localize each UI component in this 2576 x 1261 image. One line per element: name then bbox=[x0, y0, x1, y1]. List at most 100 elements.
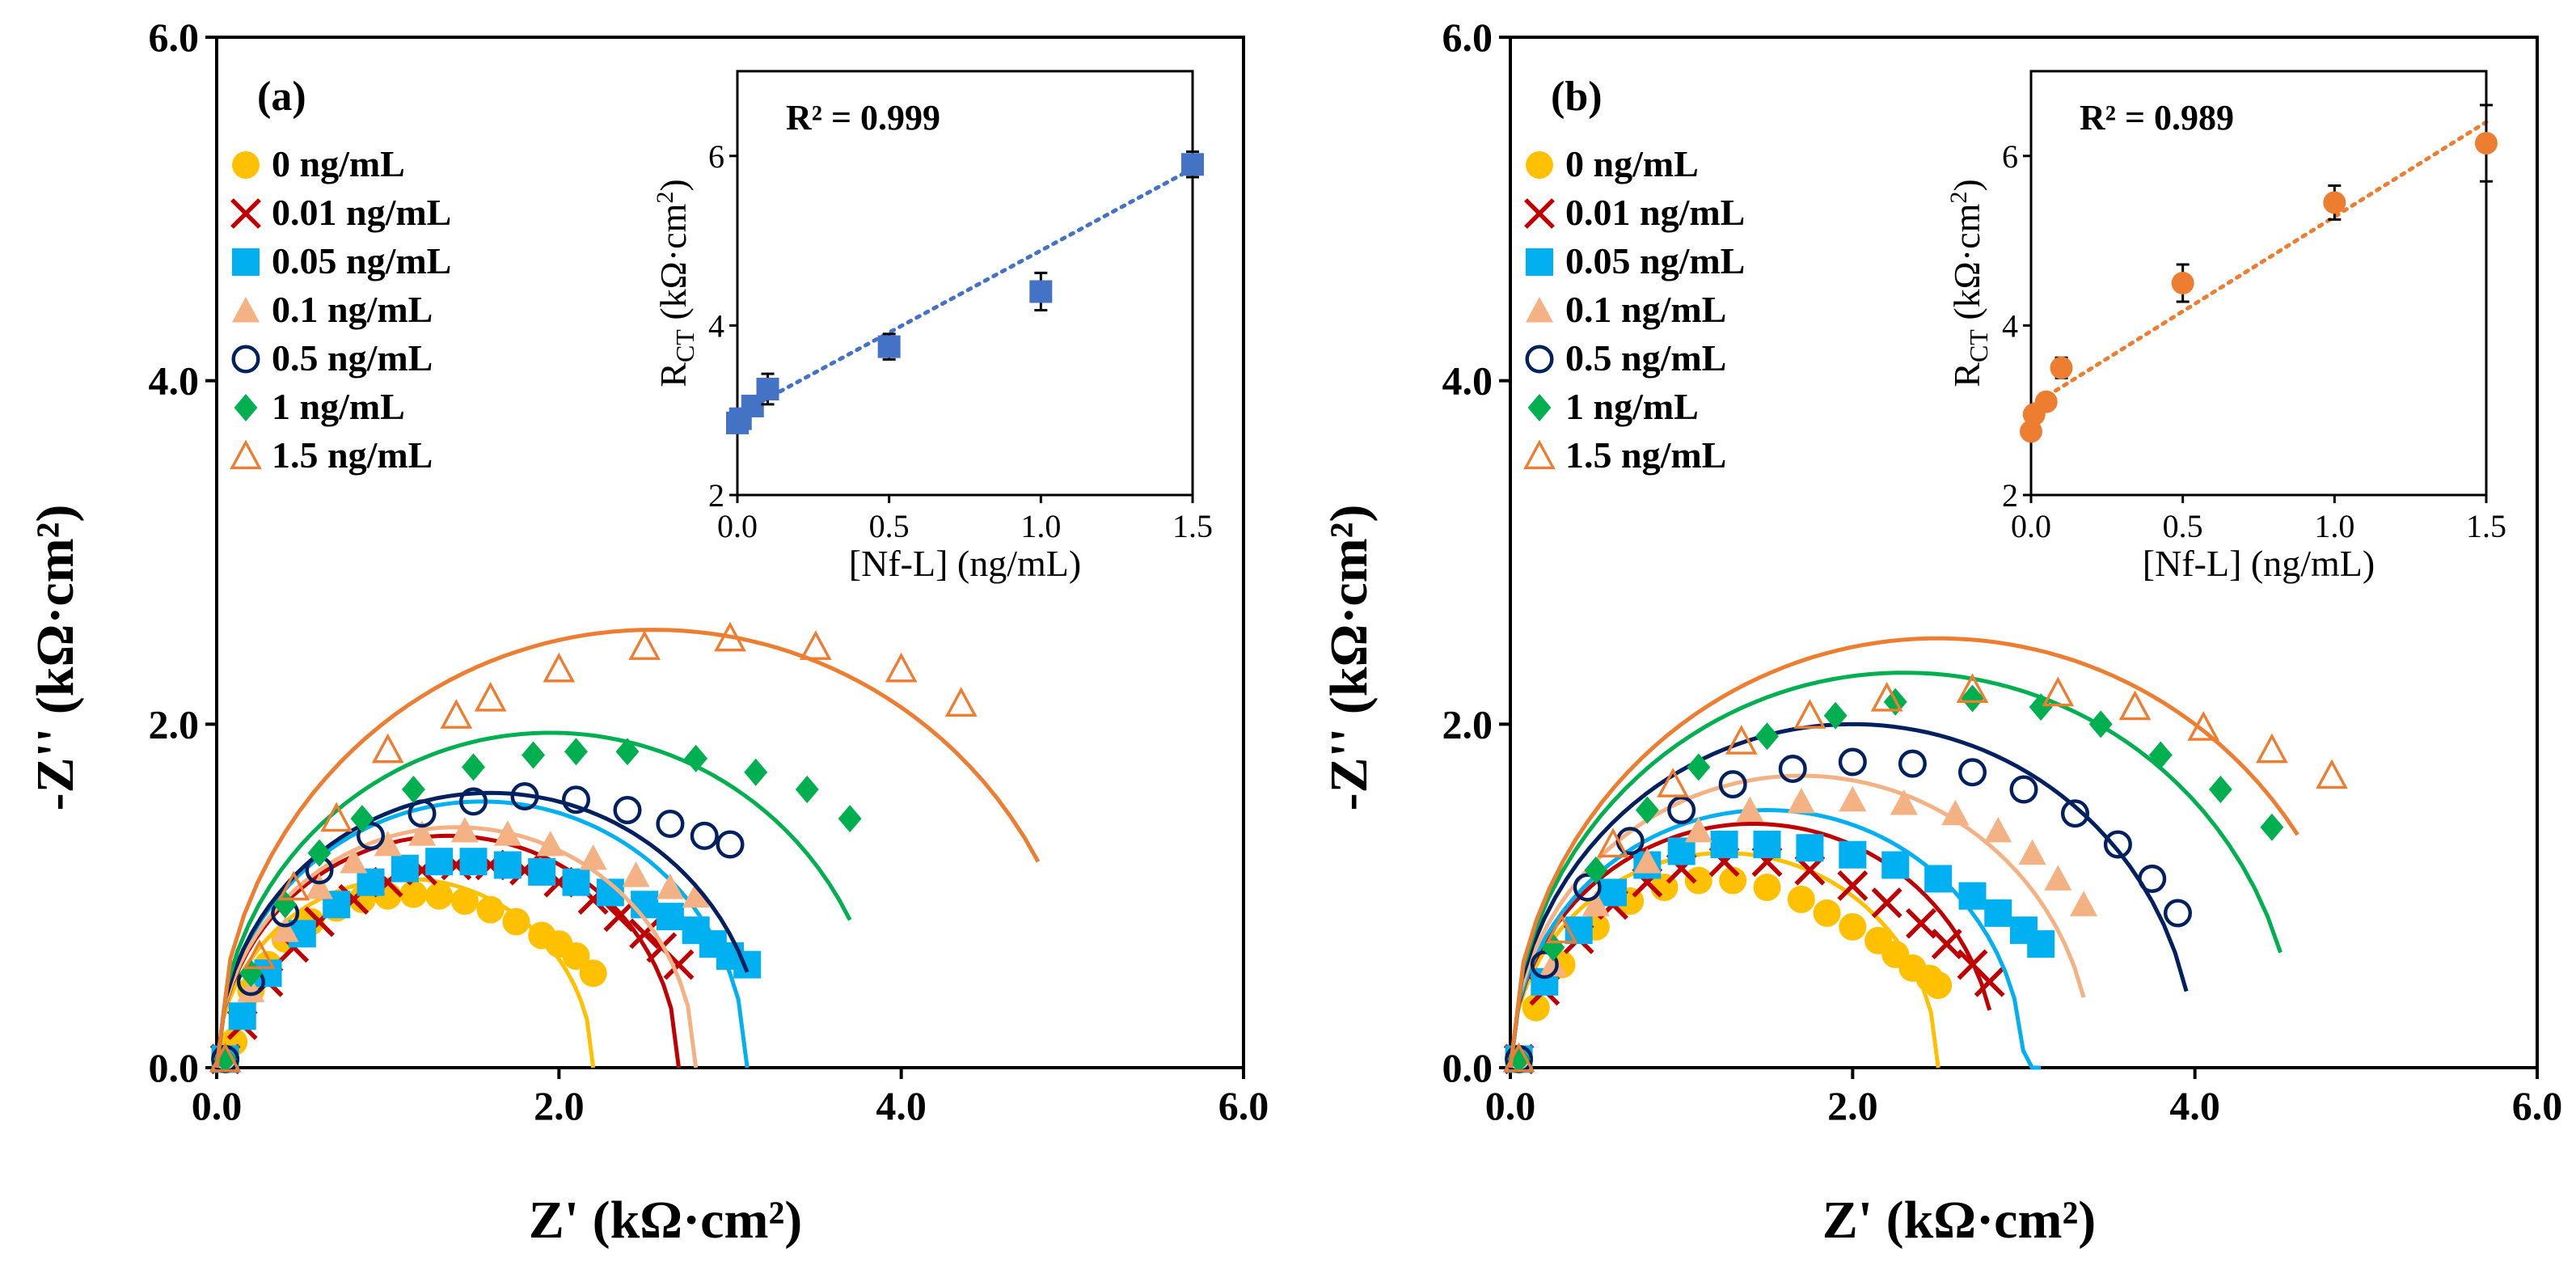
ylabel-sub: CT bbox=[1964, 329, 1993, 362]
data-point bbox=[408, 820, 436, 846]
data-point bbox=[474, 681, 507, 712]
x-stroke bbox=[1974, 966, 2005, 997]
inset-y-tick-label: 2 bbox=[708, 477, 724, 514]
data-point bbox=[631, 891, 659, 919]
data-point bbox=[493, 851, 522, 879]
data-point bbox=[2070, 891, 2098, 916]
legend-marker bbox=[1523, 439, 1556, 470]
data-point bbox=[564, 738, 588, 766]
data-point bbox=[1710, 830, 1738, 858]
legend-marker bbox=[230, 439, 262, 470]
legend-label: 0.05 ng/mL bbox=[272, 240, 451, 281]
data-point bbox=[2042, 676, 2075, 707]
plot-frame bbox=[1509, 36, 2539, 1069]
data-point bbox=[462, 753, 485, 781]
inset-x-axis-label: [Nf-L] (ng/mL) bbox=[849, 543, 1081, 584]
inset-frame bbox=[2029, 70, 2488, 497]
data-point bbox=[1961, 684, 1984, 713]
inset-y-tick-label: 6 bbox=[708, 138, 724, 175]
data-point bbox=[2187, 711, 2220, 741]
fit-line bbox=[1508, 671, 2283, 1068]
data-point bbox=[2027, 930, 2055, 958]
data-point bbox=[1573, 873, 1602, 902]
data-point bbox=[2163, 899, 2193, 928]
data-point bbox=[1633, 848, 1662, 874]
data-point bbox=[1684, 816, 1712, 843]
data-point bbox=[458, 787, 488, 816]
nyquist-panel-b: 0.0 2.0 4.0 6.0 0.0 2.0 4.0 6.0 Z' (kΩ·cm²) -Z'' … bbox=[1320, 15, 2562, 1250]
inset-y-axis-label: RCT (kΩ·cm2) bbox=[1945, 179, 1993, 387]
x-tick-label: 0.0 bbox=[192, 1083, 243, 1128]
data-point bbox=[2260, 813, 2284, 841]
data-point bbox=[1667, 795, 1696, 825]
data-point bbox=[1890, 789, 1918, 815]
y-tick-label: 0.0 bbox=[1442, 1045, 1493, 1090]
series-0-5-ng-mL bbox=[1505, 721, 2193, 1073]
x-tick-label: 0.0 bbox=[1485, 1083, 1536, 1128]
data-point bbox=[1823, 701, 1848, 730]
inset-data-point bbox=[2050, 356, 2073, 379]
data-point bbox=[543, 652, 576, 683]
plot-frame bbox=[215, 36, 1245, 1069]
fit-line bbox=[214, 799, 750, 1068]
ylabel-sup: 2 bbox=[1945, 192, 1972, 204]
ylabel-close: ) bbox=[1946, 179, 1987, 191]
legend-label: 0.5 ng/mL bbox=[1565, 337, 1726, 379]
legend-marker bbox=[232, 151, 260, 179]
data-point bbox=[733, 950, 762, 979]
data-point bbox=[1956, 673, 1989, 704]
series-1-5-ng-mL bbox=[1502, 636, 2348, 1073]
data-point bbox=[2044, 865, 2072, 891]
data-point bbox=[1881, 851, 1910, 879]
legend-marker bbox=[1526, 151, 1553, 179]
legend-marker bbox=[231, 345, 260, 374]
x-tick-label: 4.0 bbox=[2169, 1083, 2220, 1128]
data-point bbox=[684, 744, 708, 772]
legend-marker bbox=[1527, 394, 1552, 421]
data-point bbox=[714, 621, 746, 652]
data-point bbox=[243, 939, 276, 970]
x-stroke bbox=[629, 918, 661, 950]
inset-x-tick-label: 1.0 bbox=[2314, 508, 2354, 544]
data-point bbox=[1635, 796, 1659, 824]
legend-marker bbox=[1524, 198, 1555, 229]
data-point bbox=[1522, 993, 1550, 1022]
y-tick-label: 4.0 bbox=[149, 358, 200, 404]
inset-x-tick-label: 1.5 bbox=[2466, 508, 2506, 544]
data-point bbox=[744, 758, 768, 786]
legend-marker bbox=[1526, 297, 1553, 323]
legend-label: 0.01 ng/mL bbox=[272, 192, 451, 233]
data-point bbox=[795, 776, 819, 804]
inset-y-tick-label: 6 bbox=[2002, 138, 2018, 175]
ylabel-unit: (kΩ·cm bbox=[652, 203, 694, 329]
data-point bbox=[2018, 839, 2046, 865]
data-point bbox=[1787, 787, 1815, 814]
y-tick-label: 2.0 bbox=[1442, 701, 1493, 747]
inset-x-axis-label: [Nf-L] (ng/mL) bbox=[2143, 543, 2375, 584]
x-tick-label: 4.0 bbox=[876, 1083, 927, 1128]
x-stroke bbox=[1906, 908, 1936, 939]
fit-line bbox=[1508, 822, 1992, 1068]
r-squared-annotation: R² = 0.999 bbox=[786, 98, 940, 138]
legend-label: 0.1 ng/mL bbox=[1565, 289, 1726, 330]
data-point bbox=[371, 733, 404, 764]
data-point bbox=[522, 741, 546, 769]
data-point bbox=[1718, 770, 1747, 799]
trendline bbox=[735, 167, 1195, 417]
data-point bbox=[561, 785, 591, 815]
legend-label: 1.5 ng/mL bbox=[272, 434, 433, 476]
data-point bbox=[1870, 681, 1903, 712]
data-point bbox=[1898, 749, 1927, 778]
data-point bbox=[1657, 768, 1689, 798]
inset-data-point bbox=[2034, 390, 2058, 413]
data-point bbox=[1984, 816, 2012, 843]
data-point bbox=[2138, 864, 2167, 893]
data-point bbox=[1736, 796, 1764, 822]
inset-y-axis-label: RCT (kΩ·cm2) bbox=[652, 179, 699, 387]
data-point bbox=[401, 776, 425, 804]
data-point bbox=[579, 844, 607, 870]
data-point bbox=[562, 868, 590, 896]
data-point bbox=[1719, 866, 1747, 895]
